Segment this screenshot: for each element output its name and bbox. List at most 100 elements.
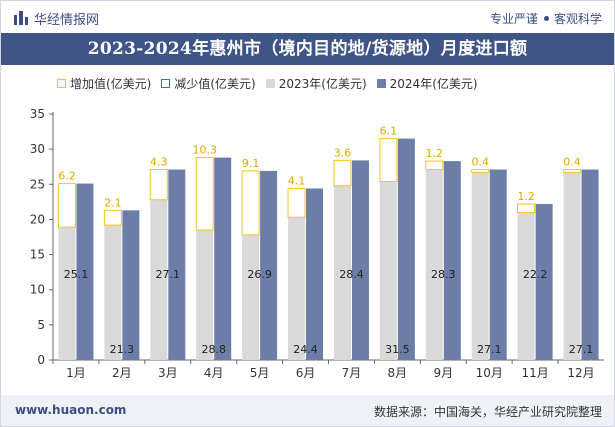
increase-box-4 (195, 157, 214, 231)
value-label-1: 25.1 (64, 268, 89, 281)
x-tick-label-9: 9月 (433, 366, 453, 380)
slogan-left: 专业严谨 (489, 12, 538, 26)
change-label-11: 1.2 (517, 190, 535, 203)
value-label-8: 31.5 (385, 343, 410, 356)
value-label-12: 27.1 (569, 343, 594, 356)
footer-bar: www.huaon.com 数据来源：中国海关，华经产业研究院整理 (1, 395, 614, 426)
bar-2024-5 (260, 170, 278, 360)
value-label-10: 27.1 (477, 343, 502, 356)
increase-box-6 (287, 188, 306, 218)
change-label-7: 3.6 (334, 146, 352, 159)
y-tick-label: 25 (30, 177, 45, 191)
change-label-3: 4.3 (150, 156, 168, 169)
header-bar: 华经情报网 专业严谨 客观科学 (1, 1, 614, 33)
bar-2024-9 (443, 161, 461, 360)
change-label-6: 4.1 (288, 175, 306, 188)
change-label-8: 6.1 (380, 125, 398, 138)
separator-dot-icon (543, 16, 549, 21)
x-tick-label-7: 7月 (342, 366, 362, 380)
value-label-5: 26.9 (247, 268, 272, 281)
legend-label-2024: 2024年(亿美元) (389, 76, 478, 91)
bar-chart: 0 5 10 15 20 25 30 35 6.2 25.1 1月 2.1 21.3 2月 4.3 27.1 3… (30, 107, 604, 380)
value-label-11: 22.2 (523, 268, 548, 281)
y-tick-label: 5 (37, 318, 45, 332)
x-tick-label-10: 10月 (476, 366, 503, 380)
change-label-9: 1.2 (426, 147, 444, 160)
x-tick-label-3: 3月 (158, 366, 178, 380)
change-label-12: 0.4 (563, 156, 581, 169)
increase-box-3 (149, 169, 168, 201)
x-tick-label-1: 1月 (66, 366, 86, 380)
slogan: 专业严谨 客观科学 (490, 10, 602, 27)
increase-box-11 (517, 203, 536, 213)
site-url: www.huaon.com (15, 403, 127, 417)
bar-2024-7 (351, 160, 369, 360)
bar-2024-1 (76, 183, 94, 360)
bar-2023-10 (471, 172, 489, 360)
bar-2024-12 (581, 169, 599, 360)
bar-2024-2 (122, 210, 140, 360)
change-label-1: 6.2 (58, 170, 76, 183)
x-tick-label-12: 12月 (567, 366, 594, 380)
data-source: 数据来源：中国海关，华经产业研究院整理 (373, 405, 602, 419)
legend-label-decrease: 减少值(亿美元) (174, 76, 256, 91)
y-tick-label: 20 (30, 212, 45, 226)
change-label-10: 0.4 (471, 156, 489, 169)
bar-2023-3 (150, 199, 168, 360)
bar-logo-icon (14, 11, 28, 25)
legend-item-2023: 2023年(亿美元) (265, 75, 367, 92)
value-label-2: 21.3 (110, 343, 135, 356)
change-label-2: 2.1 (104, 196, 122, 209)
x-tick-label-6: 6月 (296, 366, 316, 380)
bar-2024-6 (306, 188, 324, 360)
legend-swatch-increase (57, 78, 66, 88)
value-label-4: 28.8 (201, 343, 226, 356)
legend-swatch-decrease (161, 78, 171, 88)
bar-2024-10 (489, 169, 507, 360)
increase-box-9 (425, 160, 444, 171)
legend-swatch-2023 (265, 78, 275, 88)
value-label-3: 27.1 (156, 268, 181, 281)
bar-2024-11 (535, 203, 553, 360)
increase-box-10 (471, 169, 490, 173)
x-tick-label-4: 4月 (204, 366, 224, 380)
bar-2024-3 (168, 169, 186, 360)
y-tick-label: 15 (30, 248, 45, 262)
x-tick-label-11: 11月 (521, 366, 548, 380)
bar-2024-4 (214, 157, 232, 360)
chart-legend: 增加值(亿美元) 减少值(亿美元) 2023年(亿美元) 2024年(亿美元) (57, 73, 488, 93)
x-tick-label-2: 2月 (112, 366, 132, 380)
bar-2023-12 (563, 172, 581, 360)
bar-2023-7 (333, 185, 351, 360)
increase-box-2 (103, 209, 122, 226)
value-label-9: 28.3 (431, 268, 456, 281)
bar-2023-5 (242, 234, 260, 360)
y-tick-label: 35 (30, 107, 45, 121)
increase-box-1 (57, 183, 76, 228)
legend-item-increase: 增加值(亿美元) (57, 75, 151, 92)
y-tick-label: 0 (37, 353, 45, 367)
legend-item-2024: 2024年(亿美元) (376, 75, 478, 92)
increase-box-8 (379, 138, 398, 182)
increase-box-7 (333, 159, 352, 187)
bar-2023-6 (288, 217, 306, 360)
bar-2023-8 (379, 181, 397, 360)
change-label-4: 10.3 (192, 144, 217, 157)
value-label-7: 28.4 (339, 268, 364, 281)
bar-2023-11 (517, 212, 535, 360)
legend-swatch-2024 (376, 78, 386, 88)
bar-2024-8 (397, 138, 415, 360)
bar-2023-4 (196, 229, 214, 360)
x-tick-label-8: 8月 (388, 366, 408, 380)
y-tick-label: 10 (30, 283, 45, 297)
value-label-6: 24.4 (293, 343, 318, 356)
bar-2023-9 (425, 169, 443, 360)
chart-title: 2023-2024年惠州市（境内目的地/货源地）月度进口额 (1, 33, 614, 65)
brand-name: 华经情报网 (34, 12, 100, 28)
x-tick-label-5: 5月 (250, 366, 270, 380)
brand: 华经情报网 (14, 9, 100, 28)
slogan-right: 客观科学 (553, 12, 602, 26)
legend-label-increase: 增加值(亿美元) (70, 76, 152, 91)
change-label-5: 9.1 (242, 157, 260, 170)
